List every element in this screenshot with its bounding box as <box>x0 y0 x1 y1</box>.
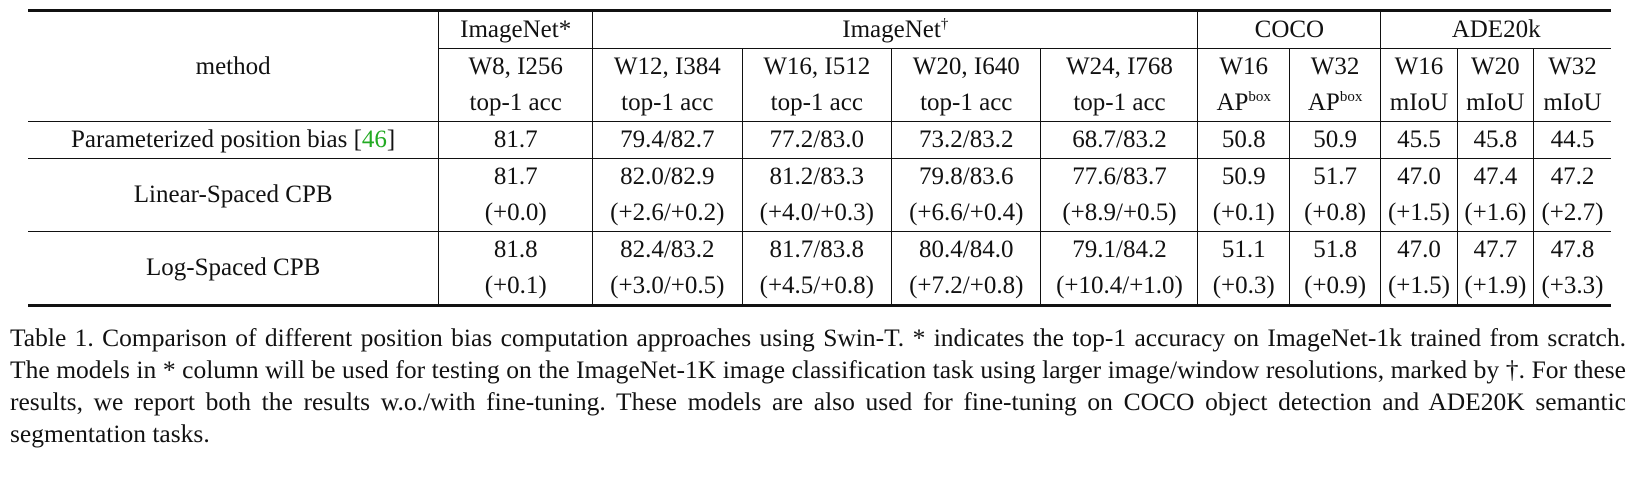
delta-cell: (+8.9/+0.5) <box>1040 195 1199 232</box>
value-cell: 45.8 <box>1457 121 1534 159</box>
config-cell: W24, I768 <box>1040 48 1199 85</box>
metric-cell: APbox <box>1197 85 1290 122</box>
value-cell: 47.4 <box>1457 158 1534 195</box>
method-cell: Log-Spaced CPB <box>28 231 440 307</box>
delta-cell: (+1.5) <box>1380 195 1458 232</box>
delta-cell: (+0.1) <box>438 268 594 307</box>
metric-cell: top-1 acc <box>592 85 743 122</box>
row-log-cpb: Log-Spaced CPB 81.8 82.4/83.2 81.7/83.8 … <box>28 231 1611 307</box>
value-cell: 50.9 <box>1289 121 1382 159</box>
config-cell: W20 <box>1457 48 1534 85</box>
header-row-metrics: top-1 acc top-1 acc top-1 acc top-1 acc … <box>28 85 1611 122</box>
config-cell: W16 <box>1380 48 1458 85</box>
config-cell: W16, I512 <box>742 48 893 85</box>
config-cell: W20, I640 <box>891 48 1042 85</box>
value-cell: 82.4/83.2 <box>592 231 743 268</box>
delta-cell: (+0.1) <box>1197 195 1290 232</box>
row-log-cpb-deltas: (+0.1) (+3.0/+0.5) (+4.5/+0.8) (+7.2/+0.… <box>28 268 1611 307</box>
value-cell: 73.2/83.2 <box>891 121 1042 159</box>
delta-cell: (+4.0/+0.3) <box>742 195 893 232</box>
config-cell: W16 <box>1197 48 1290 85</box>
delta-cell: (+10.4/+1.0) <box>1040 268 1199 307</box>
delta-cell: (+1.6) <box>1457 195 1534 232</box>
citation-link[interactable]: 46 <box>361 126 387 153</box>
value-cell: 80.4/84.0 <box>891 231 1042 268</box>
row-parameterized-bias: Parameterized position bias [46] 81.7 79… <box>28 121 1611 159</box>
delta-cell: (+0.0) <box>438 195 594 232</box>
metric-cell: mIoU <box>1380 85 1458 122</box>
value-cell: 51.1 <box>1197 231 1290 268</box>
header-method: method <box>28 9 440 122</box>
delta-cell: (+7.2/+0.8) <box>891 268 1042 307</box>
value-cell: 50.8 <box>1197 121 1290 159</box>
metric-cell: mIoU <box>1457 85 1534 122</box>
value-cell: 79.4/82.7 <box>592 121 743 159</box>
value-cell: 47.0 <box>1380 158 1458 195</box>
header-row-configs: W8, I256 W12, I384 W16, I512 W20, I640 W… <box>28 48 1611 85</box>
method-cell: Linear-Spaced CPB <box>28 158 440 232</box>
metric-cell: APbox <box>1289 85 1382 122</box>
value-cell: 47.7 <box>1457 231 1534 268</box>
value-cell: 77.2/83.0 <box>742 121 893 159</box>
config-cell: W8, I256 <box>438 48 594 85</box>
value-cell: 68.7/83.2 <box>1040 121 1199 159</box>
delta-cell: (+0.3) <box>1197 268 1290 307</box>
value-cell: 51.8 <box>1289 231 1382 268</box>
value-cell: 81.7 <box>438 121 594 159</box>
delta-cell: (+3.3) <box>1533 268 1611 307</box>
value-cell: 81.7/83.8 <box>742 231 893 268</box>
delta-cell: (+2.6/+0.2) <box>592 195 743 232</box>
delta-cell: (+0.9) <box>1289 268 1382 307</box>
config-cell: W12, I384 <box>592 48 743 85</box>
value-cell: 45.5 <box>1380 121 1458 159</box>
delta-cell: (+4.5/+0.8) <box>742 268 893 307</box>
config-cell: W32 <box>1289 48 1382 85</box>
value-cell: 79.1/84.2 <box>1040 231 1199 268</box>
row-linear-cpb-deltas: (+0.0) (+2.6/+0.2) (+4.0/+0.3) (+6.6/+0.… <box>28 195 1611 232</box>
value-cell: 47.8 <box>1533 231 1611 268</box>
metric-cell: top-1 acc <box>742 85 893 122</box>
delta-cell: (+1.9) <box>1457 268 1534 307</box>
header-row-groups: method ImageNet* ImageNet† COCO ADE20k <box>28 9 1611 122</box>
value-cell: 47.0 <box>1380 231 1458 268</box>
method-cell: Parameterized position bias [46] <box>28 121 440 159</box>
value-cell: 79.8/83.6 <box>891 158 1042 195</box>
table-body: method ImageNet* ImageNet† COCO ADE20k W… <box>28 9 1611 307</box>
delta-cell: (+0.8) <box>1289 195 1382 232</box>
value-cell: 50.9 <box>1197 158 1290 195</box>
value-cell: 81.7 <box>438 158 594 195</box>
delta-cell: (+3.0/+0.5) <box>592 268 743 307</box>
value-cell: 44.5 <box>1533 121 1611 159</box>
delta-cell: (+2.7) <box>1541 199 1604 226</box>
value-cell: 81.2/83.3 <box>742 158 893 195</box>
group-imagenet-dagger: ImageNet† <box>592 9 1199 49</box>
delta-cell: (+6.6/+0.4) <box>891 195 1042 232</box>
group-ade20k: ADE20k <box>1380 9 1611 49</box>
value-cell: 51.7 <box>1289 158 1382 195</box>
group-imagenet-star: ImageNet* <box>438 9 594 49</box>
value-cell: 47.2 <box>1533 158 1611 195</box>
metric-cell: top-1 acc <box>438 85 594 122</box>
table-caption: Table 1. Comparison of different positio… <box>10 323 1626 448</box>
group-coco: COCO <box>1197 9 1382 49</box>
value-cell: 81.8 <box>438 231 594 268</box>
delta-cell: (+1.5) <box>1380 268 1458 307</box>
config-cell: W32 <box>1548 53 1597 80</box>
metric-cell: mIoU <box>1543 89 1602 116</box>
value-cell: 77.6/83.7 <box>1040 158 1199 195</box>
metric-cell: top-1 acc <box>1040 85 1199 122</box>
value-cell: 82.0/82.9 <box>592 158 743 195</box>
results-table: method ImageNet* ImageNet† COCO ADE20k W… <box>28 9 1611 307</box>
metric-cell: top-1 acc <box>891 85 1042 122</box>
row-linear-cpb: Linear-Spaced CPB 81.7 82.0/82.9 81.2/83… <box>28 158 1611 232</box>
